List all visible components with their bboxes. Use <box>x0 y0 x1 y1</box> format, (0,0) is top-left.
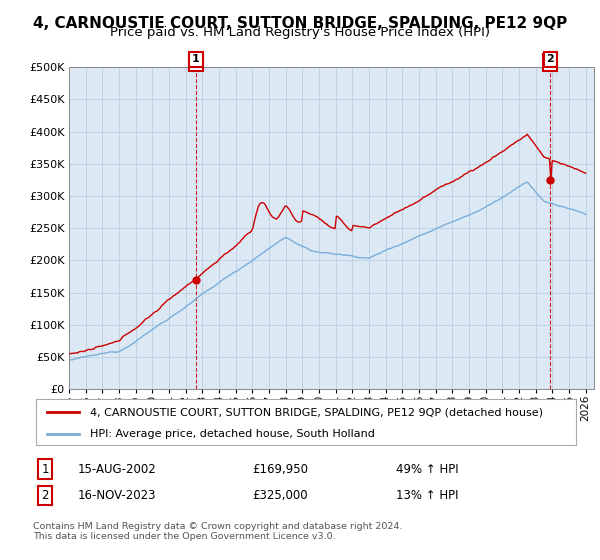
Text: 4, CARNOUSTIE COURT, SUTTON BRIDGE, SPALDING, PE12 9QP: 4, CARNOUSTIE COURT, SUTTON BRIDGE, SPAL… <box>33 16 567 31</box>
Text: 2: 2 <box>546 57 554 67</box>
Text: 2: 2 <box>546 54 554 64</box>
Text: 16-NOV-2023: 16-NOV-2023 <box>78 489 157 502</box>
Text: 15-AUG-2002: 15-AUG-2002 <box>78 463 157 476</box>
Text: 49% ↑ HPI: 49% ↑ HPI <box>396 463 458 476</box>
Text: 13% ↑ HPI: 13% ↑ HPI <box>396 489 458 502</box>
Text: 1: 1 <box>192 54 200 64</box>
Text: £325,000: £325,000 <box>252 489 308 502</box>
Text: Contains HM Land Registry data © Crown copyright and database right 2024.
This d: Contains HM Land Registry data © Crown c… <box>33 522 403 542</box>
Text: HPI: Average price, detached house, South Holland: HPI: Average price, detached house, Sout… <box>90 429 375 438</box>
Text: 2: 2 <box>41 489 49 502</box>
Text: Price paid vs. HM Land Registry's House Price Index (HPI): Price paid vs. HM Land Registry's House … <box>110 26 490 39</box>
Text: 4, CARNOUSTIE COURT, SUTTON BRIDGE, SPALDING, PE12 9QP (detached house): 4, CARNOUSTIE COURT, SUTTON BRIDGE, SPAL… <box>90 407 543 417</box>
Text: £169,950: £169,950 <box>252 463 308 476</box>
Text: 1: 1 <box>192 57 200 67</box>
Text: 1: 1 <box>41 463 49 476</box>
